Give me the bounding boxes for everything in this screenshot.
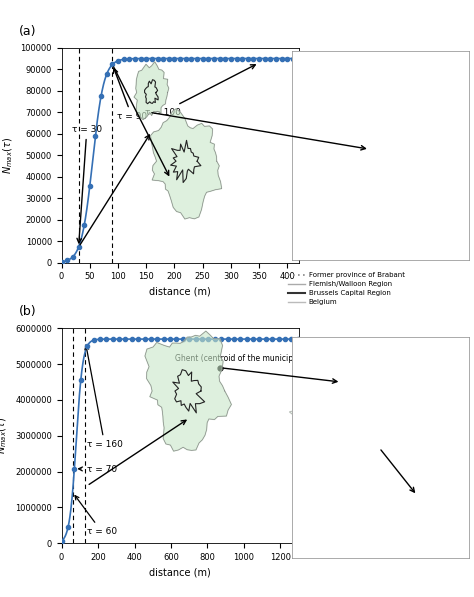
Text: τ = 100: τ = 100	[145, 65, 255, 117]
Polygon shape	[289, 364, 459, 524]
Text: τ = 30: τ = 30	[72, 125, 102, 243]
Text: (b): (b)	[19, 306, 36, 318]
Y-axis label: $N_{max}(τ)$: $N_{max}(τ)$	[1, 137, 15, 174]
Text: τ = 90: τ = 90	[113, 69, 147, 121]
Legend: Former province of Brabant, Flemish/Walloon Region, Brussels Capital Region, Bel: Former province of Brabant, Flemish/Wall…	[288, 272, 405, 306]
Polygon shape	[145, 331, 231, 451]
Text: Ghent (centroid of the municipality): Ghent (centroid of the municipality)	[174, 354, 313, 364]
X-axis label: distance (m): distance (m)	[149, 568, 211, 577]
Polygon shape	[134, 61, 169, 120]
Text: τ = 160: τ = 160	[85, 346, 123, 450]
X-axis label: distance (m): distance (m)	[149, 287, 211, 297]
Polygon shape	[353, 382, 424, 460]
Polygon shape	[151, 109, 222, 219]
Text: τ = 60: τ = 60	[75, 496, 117, 536]
Text: τ = 70: τ = 70	[79, 465, 117, 475]
Text: (a): (a)	[19, 25, 36, 38]
Polygon shape	[300, 57, 465, 246]
Y-axis label: $N_{max}(τ)$: $N_{max}(τ)$	[0, 417, 9, 454]
Polygon shape	[348, 99, 408, 179]
